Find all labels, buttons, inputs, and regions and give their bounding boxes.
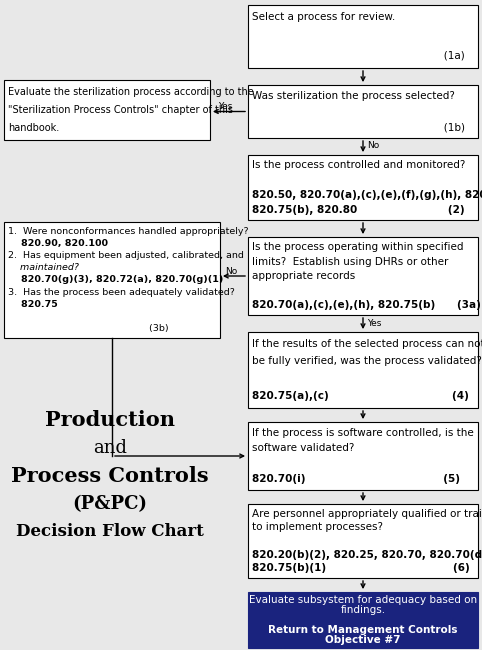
Text: (1a): (1a) xyxy=(252,51,465,60)
Text: software validated?: software validated? xyxy=(252,443,354,453)
Text: Yes: Yes xyxy=(218,102,232,111)
Text: Return to Management Controls: Return to Management Controls xyxy=(268,625,458,635)
Text: 820.50, 820.70(a),(c),(e),(f),(g),(h), 820.72,: 820.50, 820.70(a),(c),(e),(f),(g),(h), 8… xyxy=(252,190,482,200)
Text: Objective #7: Objective #7 xyxy=(325,635,401,645)
Text: "Sterilization Process Controls" chapter of this: "Sterilization Process Controls" chapter… xyxy=(8,105,233,115)
Text: maintained?: maintained? xyxy=(8,263,79,272)
Bar xyxy=(248,85,478,138)
Text: (3b): (3b) xyxy=(8,324,169,333)
Text: Production: Production xyxy=(45,410,175,430)
Text: Was sterilization the process selected?: Was sterilization the process selected? xyxy=(252,91,455,101)
Text: 1.  Were nonconformances handled appropriately?: 1. Were nonconformances handled appropri… xyxy=(8,227,249,235)
Text: 820.70(g)(3), 820.72(a), 820.70(g)(1): 820.70(g)(3), 820.72(a), 820.70(g)(1) xyxy=(8,276,223,285)
Text: 820.75: 820.75 xyxy=(8,300,58,309)
Text: (1b): (1b) xyxy=(252,122,465,132)
Text: limits?  Establish using DHRs or other: limits? Establish using DHRs or other xyxy=(252,257,448,266)
Text: and: and xyxy=(93,439,127,457)
Text: Evaluate the sterilization process according to the: Evaluate the sterilization process accor… xyxy=(8,87,254,97)
Text: findings.: findings. xyxy=(340,605,386,615)
Text: 3.  Has the process been adequately validated?: 3. Has the process been adequately valid… xyxy=(8,288,235,296)
Text: 820.75(a),(c)                                  (4): 820.75(a),(c) (4) xyxy=(252,391,469,401)
Text: If the results of the selected process can not: If the results of the selected process c… xyxy=(252,339,482,349)
Text: No: No xyxy=(225,266,237,276)
Text: 820.20(b)(2), 820.25, 820.70, 820.70(d),: 820.20(b)(2), 820.25, 820.70, 820.70(d), xyxy=(252,550,482,560)
Text: Decision Flow Chart: Decision Flow Chart xyxy=(16,523,204,541)
Text: If the process is software controlled, is the: If the process is software controlled, i… xyxy=(252,428,474,437)
Text: 820.75(b)(1)                                   (6): 820.75(b)(1) (6) xyxy=(252,563,470,573)
Text: 2.  Has equipment been adjusted, calibrated, and: 2. Has equipment been adjusted, calibrat… xyxy=(8,251,244,260)
Text: Select a process for review.: Select a process for review. xyxy=(252,12,395,23)
Bar xyxy=(248,332,478,408)
Text: 820.90, 820.100: 820.90, 820.100 xyxy=(8,239,108,248)
Text: 820.70(a),(c),(e),(h), 820.75(b)      (3a): 820.70(a),(c),(e),(h), 820.75(b) (3a) xyxy=(252,300,481,310)
Bar xyxy=(248,237,478,315)
Text: No: No xyxy=(367,142,379,151)
Bar xyxy=(248,592,478,648)
Text: appropriate records: appropriate records xyxy=(252,271,355,281)
Text: be fully verified, was the process validated?: be fully verified, was the process valid… xyxy=(252,356,482,366)
Text: Is the process controlled and monitored?: Is the process controlled and monitored? xyxy=(252,161,466,170)
Text: 820.75(b), 820.80                         (2): 820.75(b), 820.80 (2) xyxy=(252,205,465,214)
Text: Process Controls: Process Controls xyxy=(11,466,209,486)
Bar xyxy=(248,504,478,578)
Text: Is the process operating within specified: Is the process operating within specifie… xyxy=(252,242,464,252)
Bar xyxy=(248,5,478,68)
Bar xyxy=(248,155,478,220)
Text: to implement processes?: to implement processes? xyxy=(252,523,383,532)
Bar xyxy=(248,422,478,490)
Text: Are personnel appropriately qualified or trained: Are personnel appropriately qualified or… xyxy=(252,509,482,519)
Bar xyxy=(4,80,210,140)
Text: Evaluate subsystem for adequacy based on: Evaluate subsystem for adequacy based on xyxy=(249,595,477,605)
Text: Yes: Yes xyxy=(367,318,381,328)
Text: (P&PC): (P&PC) xyxy=(72,495,147,513)
Bar xyxy=(4,222,220,338)
Text: 820.70(i)                                      (5): 820.70(i) (5) xyxy=(252,474,460,484)
Text: handbook.: handbook. xyxy=(8,123,59,133)
